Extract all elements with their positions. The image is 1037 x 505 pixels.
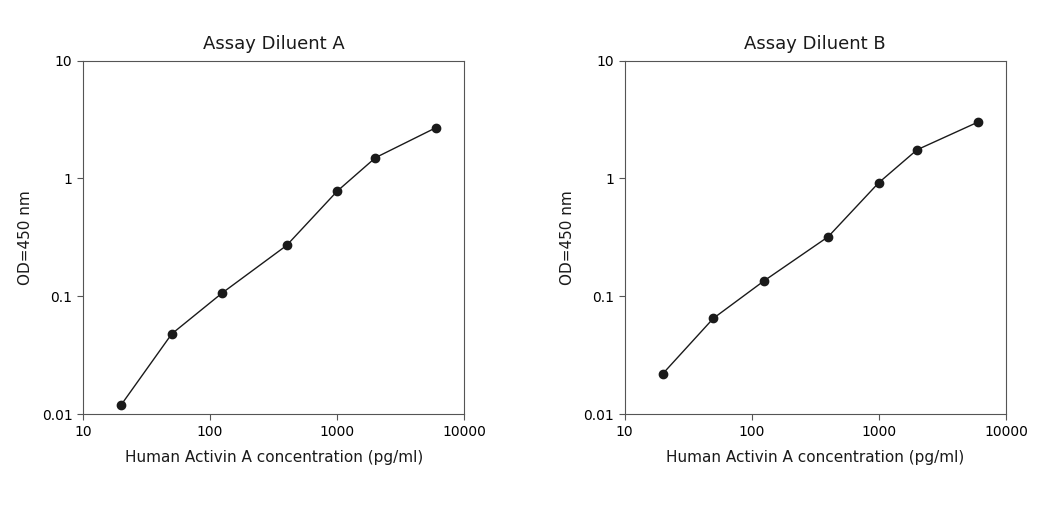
Title: Assay Diluent B: Assay Diluent B [745,35,886,54]
X-axis label: Human Activin A concentration (pg/ml): Human Activin A concentration (pg/ml) [666,449,964,465]
Y-axis label: OD=450 nm: OD=450 nm [19,190,33,285]
Y-axis label: OD=450 nm: OD=450 nm [560,190,574,285]
X-axis label: Human Activin A concentration (pg/ml): Human Activin A concentration (pg/ml) [124,449,423,465]
Title: Assay Diluent A: Assay Diluent A [203,35,344,54]
